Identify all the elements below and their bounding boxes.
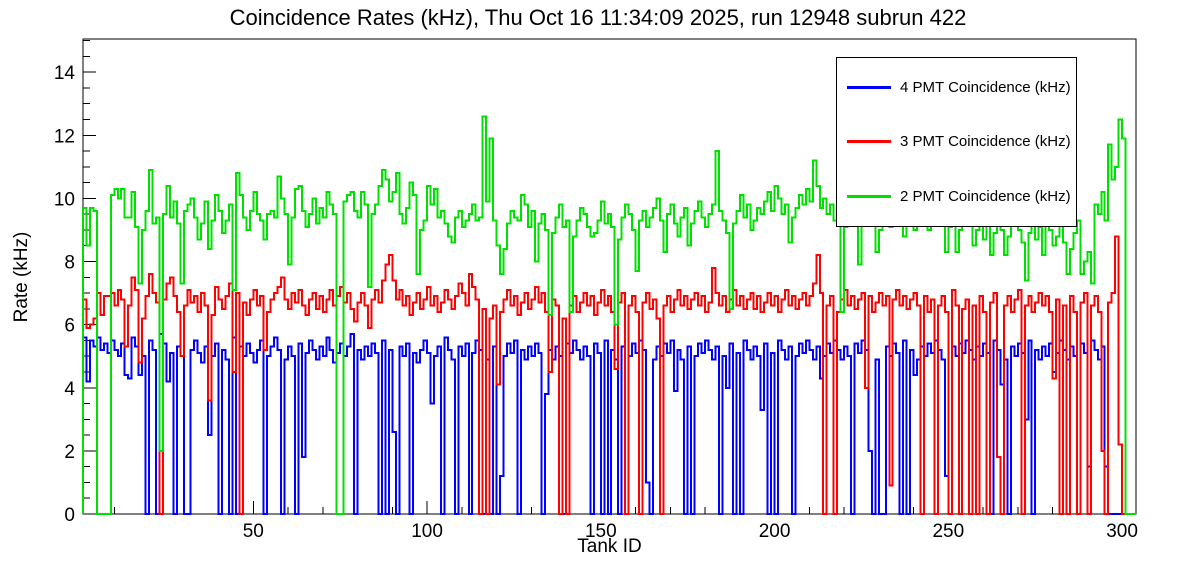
- x-tick-label: 150: [585, 521, 617, 542]
- legend-item-4pmt: 4 PMT Coincidence (kHz): [837, 79, 1076, 96]
- tick-labels: 50 100 150 200 250 300 0 2 4 6 8 10 12 14: [54, 63, 1138, 542]
- legend-item-3pmt: 3 PMT Coincidence (kHz): [837, 133, 1076, 150]
- legend-label-4pmt: 4 PMT Coincidence (kHz): [900, 78, 1071, 96]
- x-tick-label: 250: [932, 521, 964, 542]
- x-tick-label: 300: [1106, 521, 1138, 542]
- legend-line-2pmt: [847, 195, 891, 199]
- legend-label-3pmt: 3 PMT Coincidence (kHz): [900, 133, 1071, 151]
- legend-label-2pmt: 2 PMT Coincidence (kHz): [900, 188, 1071, 206]
- x-tick-label: 200: [759, 521, 791, 542]
- chart-title: Coincidence Rates (kHz), Thu Oct 16 11:3…: [229, 5, 967, 30]
- legend-item-2pmt: 2 PMT Coincidence (kHz): [837, 188, 1076, 205]
- x-tick-label: 50: [243, 521, 264, 542]
- series-2-pmt: [82, 115, 1136, 515]
- series-4-pmt: [82, 333, 1136, 515]
- y-tick-label: 6: [64, 316, 75, 337]
- y-tick-label: 2: [64, 442, 75, 463]
- y-tick-label: 0: [64, 505, 75, 526]
- y-tick-label: 14: [54, 63, 76, 84]
- legend-line-3pmt: [847, 140, 891, 144]
- x-axis-title: Tank ID: [577, 536, 642, 557]
- y-tick-label: 12: [54, 126, 75, 147]
- x-tick-label: 100: [411, 521, 443, 542]
- legend-box: 4 PMT Coincidence (kHz) 3 PMT Coincidenc…: [836, 57, 1077, 227]
- y-tick-label: 10: [54, 189, 75, 210]
- y-tick-label: 8: [64, 253, 75, 274]
- legend-line-4pmt: [847, 85, 891, 89]
- y-axis-title: Rate (kHz): [11, 231, 32, 323]
- y-tick-label: 4: [64, 379, 75, 400]
- series-3-pmt: [82, 235, 1136, 515]
